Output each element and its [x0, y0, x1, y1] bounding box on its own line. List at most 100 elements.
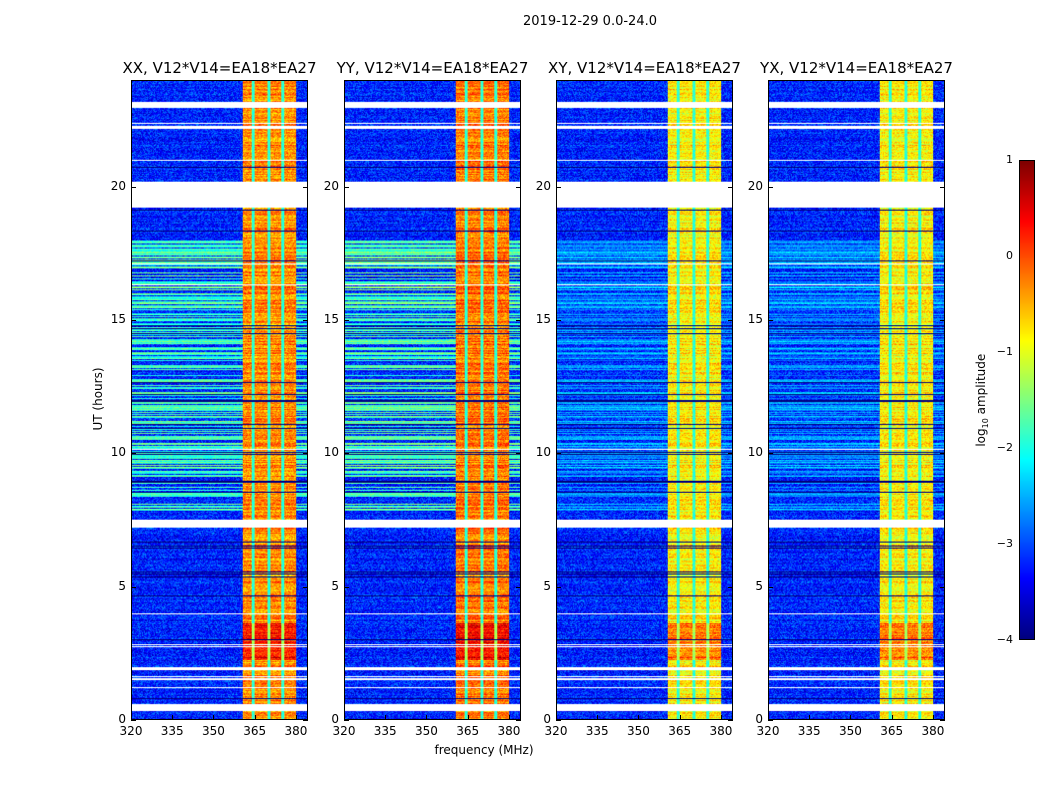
x-tick-mark [131, 715, 132, 720]
x-tick-mark [768, 715, 769, 720]
x-tick-label: 380 [284, 724, 308, 738]
y-tick-label: 5 [543, 578, 551, 593]
y-tick-mark [940, 320, 945, 321]
panel-title: XY, V12*V14=EA18*EA27 [548, 59, 741, 77]
panel-title: XX, V12*V14=EA18*EA27 [122, 59, 317, 77]
spectrogram-image [132, 81, 307, 719]
colorbar-tick-label: 0 [1006, 249, 1013, 262]
x-tick-label: 380 [497, 724, 521, 738]
y-tick-label: 5 [118, 578, 126, 593]
x-tick-mark [556, 715, 557, 720]
x-tick-mark [932, 715, 934, 720]
x-tick-mark [295, 715, 297, 720]
y-tick-mark [728, 720, 733, 721]
figure-title: 2019-12-29 0.0-24.0 [523, 14, 657, 29]
y-tick-mark [728, 320, 733, 321]
x-tick-label: 320 [119, 724, 143, 738]
x-tick-label: 350 [627, 724, 650, 738]
y-tick-label: 15 [535, 312, 551, 326]
y-tick-label: 15 [747, 312, 763, 326]
x-tick-mark [213, 715, 215, 720]
y-tick-label: 10 [323, 445, 339, 460]
y-tick-mark [303, 586, 308, 588]
y-tick-mark [940, 720, 945, 721]
colorbar-label: log10 amplitude [974, 340, 990, 460]
x-tick-label: 380 [709, 724, 733, 738]
y-tick-mark [131, 720, 136, 721]
x-tick-label: 320 [332, 724, 356, 738]
x-tick-label: 320 [756, 724, 780, 738]
panel-title: YX, V12*V14=EA18*EA27 [760, 59, 953, 77]
y-tick-mark [940, 186, 945, 188]
colorbar-label-sub: 10 [981, 418, 991, 429]
y-tick-mark [516, 186, 521, 188]
spectrogram-panel [131, 80, 308, 720]
spectrogram-panel [344, 80, 521, 720]
x-tick-label: 350 [202, 724, 225, 738]
spectrogram-image [769, 81, 944, 719]
y-tick-mark [131, 186, 136, 188]
x-tick-label: 350 [839, 724, 862, 738]
y-tick-mark [516, 720, 521, 721]
colorbar-label-log: log [973, 428, 988, 447]
colorbar-tick-label: −2 [996, 441, 1013, 454]
x-tick-label: 380 [921, 724, 945, 738]
y-tick-mark [940, 453, 945, 455]
x-tick-mark [891, 715, 893, 720]
y-tick-label: 20 [110, 178, 126, 193]
x-tick-mark [597, 715, 599, 720]
x-tick-label: 335 [160, 724, 184, 738]
y-tick-mark [940, 586, 945, 588]
x-tick-label: 335 [373, 724, 397, 738]
y-tick-label: 5 [331, 578, 339, 593]
x-tick-mark [344, 715, 345, 720]
y-tick-mark [131, 453, 136, 455]
y-tick-mark [516, 453, 521, 455]
y-tick-mark [516, 586, 521, 588]
y-tick-mark [556, 320, 561, 321]
y-tick-label: 0 [755, 712, 763, 726]
x-tick-mark [638, 715, 640, 720]
y-tick-mark [556, 186, 561, 188]
spectrogram-image [557, 81, 732, 719]
y-tick-mark [303, 186, 308, 188]
x-tick-label: 365 [880, 724, 904, 738]
y-tick-mark [131, 320, 136, 321]
spectrogram-panel [556, 80, 733, 720]
x-tick-mark [679, 715, 681, 720]
x-tick-mark [508, 715, 510, 720]
y-tick-mark [303, 720, 308, 721]
colorbar-tick-label: −3 [996, 537, 1013, 550]
y-tick-label: 20 [323, 178, 339, 193]
spectrogram-panel [768, 80, 945, 720]
colorbar-gradient [1020, 161, 1034, 639]
colorbar [1019, 160, 1035, 640]
y-tick-label: 20 [747, 178, 763, 193]
y-tick-label: 0 [118, 712, 126, 726]
y-tick-mark [768, 320, 773, 321]
x-tick-mark [426, 715, 428, 720]
y-tick-label: 20 [535, 178, 551, 193]
x-tick-label: 365 [243, 724, 267, 738]
colorbar-tick-label: −4 [996, 633, 1013, 646]
x-tick-label: 365 [668, 724, 692, 738]
x-tick-label: 365 [456, 724, 480, 738]
x-tick-label: 335 [797, 724, 821, 738]
y-tick-mark [516, 320, 521, 321]
y-tick-mark [728, 186, 733, 188]
x-tick-mark [850, 715, 852, 720]
y-tick-mark [556, 453, 561, 455]
y-tick-mark [303, 320, 308, 321]
y-tick-mark [728, 586, 733, 588]
y-tick-mark [344, 586, 349, 588]
x-tick-mark [467, 715, 469, 720]
x-tick-label: 320 [544, 724, 568, 738]
y-tick-mark [728, 453, 733, 455]
y-axis-label: UT (hours) [91, 367, 105, 431]
y-tick-mark [768, 453, 773, 455]
y-tick-mark [303, 453, 308, 455]
y-tick-label: 10 [747, 445, 763, 460]
y-tick-label: 5 [755, 578, 763, 593]
x-tick-label: 350 [415, 724, 438, 738]
x-tick-mark [254, 715, 256, 720]
